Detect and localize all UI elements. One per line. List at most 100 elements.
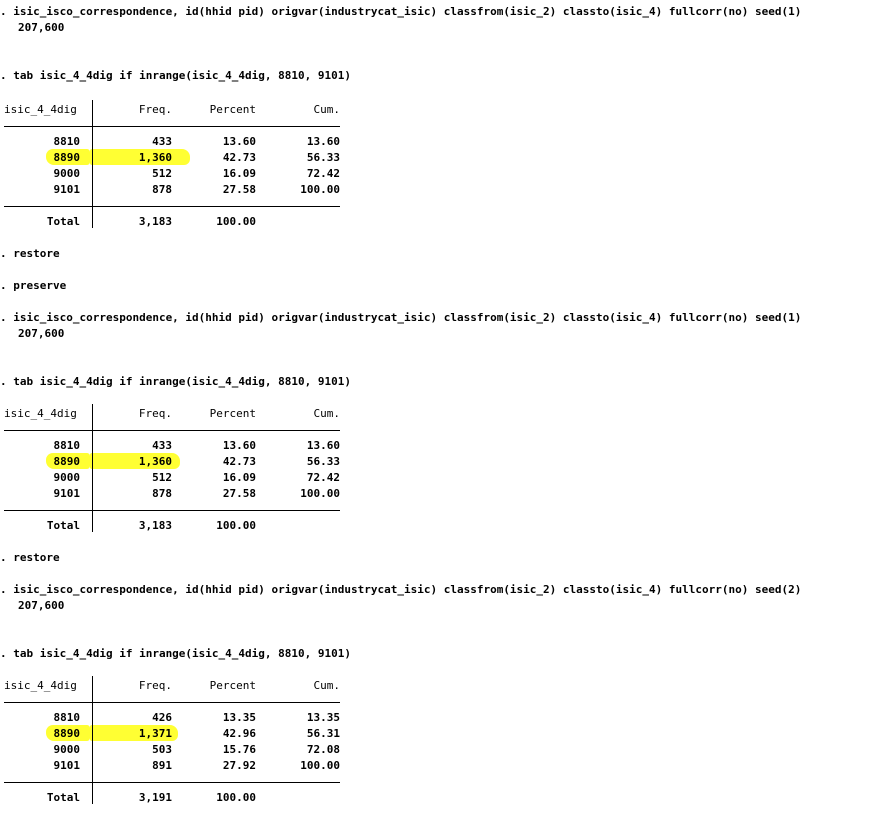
row-percent: 27.58: [222, 487, 256, 500]
row-freq: 878: [152, 183, 172, 196]
row-percent: 16.09: [222, 471, 256, 484]
row-label: 8890: [53, 455, 81, 468]
row-percent: 13.60: [222, 135, 256, 148]
row-percent: 27.58: [222, 183, 256, 196]
table-divider: [92, 676, 93, 702]
row-cum: 13.60: [306, 135, 340, 148]
row-label: 8810: [53, 711, 81, 724]
row-cum: 56.31: [306, 727, 340, 740]
table-header-label: isic_4_4dig: [4, 407, 77, 420]
highlight-mark: [90, 149, 190, 165]
command-line: . isic_isco_correspondence, id(hhid pid)…: [0, 5, 802, 18]
row-label: 9101: [53, 487, 81, 500]
table-divider: [92, 404, 93, 430]
table-header-freq: Freq.: [138, 407, 172, 420]
row-freq: 433: [152, 135, 172, 148]
row-freq: 433: [152, 439, 172, 452]
tab-command-line: . tab isic_4_4dig if inrange(isic_4_4dig…: [0, 69, 351, 82]
row-freq: 512: [152, 167, 172, 180]
table-header-percent: Percent: [209, 407, 256, 420]
row-label: 8890: [53, 727, 81, 740]
row-percent: 27.92: [222, 759, 256, 772]
row-freq: 512: [152, 471, 172, 484]
row-freq: 426: [152, 711, 172, 724]
total-freq: 3,183: [138, 519, 172, 532]
command-output: 207,600: [18, 599, 65, 612]
table-divider: [92, 430, 93, 510]
row-cum: 13.60: [306, 439, 340, 452]
highlight-mark: [46, 149, 90, 165]
row-label: 9101: [53, 183, 81, 196]
table-divider: [92, 100, 93, 126]
row-cum: 72.42: [306, 167, 340, 180]
command-line: . restore: [0, 247, 60, 260]
frequency-table: isic_4_4dig Freq. Percent Cum. 8810 433 …: [4, 404, 340, 532]
table-divider: [92, 702, 93, 782]
row-freq: 1,371: [138, 727, 172, 740]
table-header-percent: Percent: [209, 103, 256, 116]
table-divider: [92, 206, 93, 228]
row-freq: 1,360: [138, 455, 172, 468]
row-freq: 878: [152, 487, 172, 500]
row-percent: 42.96: [222, 727, 256, 740]
command-line: . isic_isco_correspondence, id(hhid pid)…: [0, 311, 802, 324]
row-label: 9000: [53, 471, 81, 484]
highlight-mark: [46, 453, 90, 469]
frequency-table: isic_4_4dig Freq. Percent Cum. 8810 433 …: [4, 100, 340, 228]
total-label: Total: [46, 215, 80, 228]
tab-command-line: . tab isic_4_4dig if inrange(isic_4_4dig…: [0, 647, 351, 660]
row-percent: 13.35: [222, 711, 256, 724]
table-divider: [92, 510, 93, 532]
command-line: . isic_isco_correspondence, id(hhid pid)…: [0, 583, 802, 596]
highlight-mark: [46, 725, 90, 741]
command-output: 207,600: [18, 21, 65, 34]
table-header-cum: Cum.: [313, 407, 341, 420]
frequency-table: isic_4_4dig Freq. Percent Cum. 8810 426 …: [4, 676, 340, 804]
total-percent: 100.00: [216, 791, 256, 804]
row-label: 8890: [53, 151, 81, 164]
table-header-freq: Freq.: [138, 103, 172, 116]
table-header-percent: Percent: [209, 679, 256, 692]
row-cum: 56.33: [306, 151, 340, 164]
row-label: 9101: [53, 759, 81, 772]
table-rule: [4, 702, 340, 703]
total-percent: 100.00: [216, 215, 256, 228]
total-freq: 3,183: [138, 215, 172, 228]
highlight-mark: [90, 725, 178, 741]
total-label: Total: [46, 791, 80, 804]
row-cum: 100.00: [300, 759, 340, 772]
total-freq: 3,191: [138, 791, 172, 804]
row-freq: 891: [152, 759, 172, 772]
row-freq: 1,360: [138, 151, 172, 164]
table-divider: [92, 782, 93, 804]
table-divider: [92, 126, 93, 206]
row-label: 9000: [53, 167, 81, 180]
table-header-label: isic_4_4dig: [4, 103, 77, 116]
row-percent: 15.76: [222, 743, 256, 756]
table-header-cum: Cum.: [313, 679, 341, 692]
row-cum: 72.08: [306, 743, 340, 756]
row-label: 8810: [53, 439, 81, 452]
table-rule: [4, 430, 340, 431]
row-freq: 503: [152, 743, 172, 756]
total-label: Total: [46, 519, 80, 532]
table-rule: [4, 206, 340, 207]
table-header-freq: Freq.: [138, 679, 172, 692]
command-output: 207,600: [18, 327, 65, 340]
row-percent: 13.60: [222, 439, 256, 452]
table-header-label: isic_4_4dig: [4, 679, 77, 692]
command-line: . preserve: [0, 279, 67, 292]
table-rule: [4, 782, 340, 783]
table-rule: [4, 126, 340, 127]
row-percent: 42.73: [222, 455, 256, 468]
row-cum: 100.00: [300, 183, 340, 196]
highlight-mark: [90, 453, 180, 469]
row-cum: 13.35: [306, 711, 340, 724]
row-percent: 42.73: [222, 151, 256, 164]
row-cum: 100.00: [300, 487, 340, 500]
table-header-cum: Cum.: [313, 103, 341, 116]
row-label: 9000: [53, 743, 81, 756]
command-line: . restore: [0, 551, 60, 564]
tab-command-line: . tab isic_4_4dig if inrange(isic_4_4dig…: [0, 375, 351, 388]
